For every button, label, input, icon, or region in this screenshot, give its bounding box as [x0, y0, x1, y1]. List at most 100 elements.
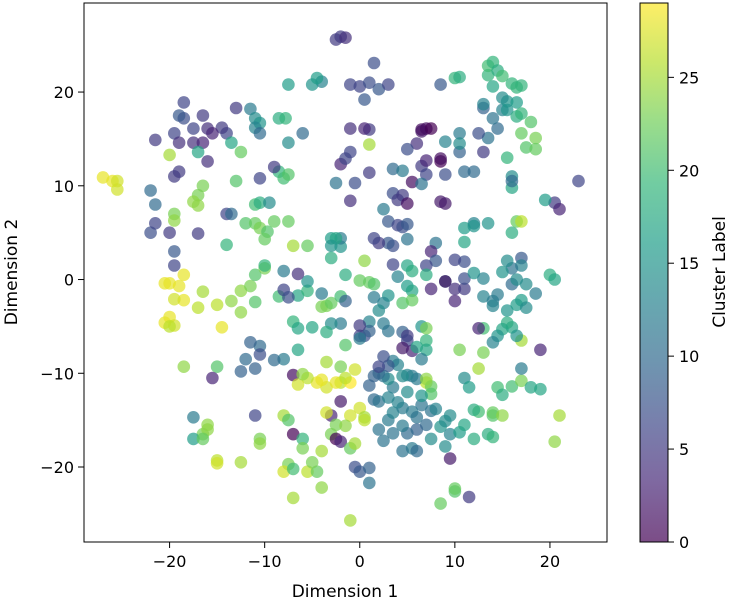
data-point — [225, 207, 238, 221]
data-point — [472, 127, 485, 140]
data-point — [443, 427, 457, 441]
data-point — [267, 160, 281, 174]
data-point — [462, 381, 476, 394]
data-point — [144, 184, 157, 197]
data-point — [196, 136, 210, 149]
data-point — [382, 236, 395, 250]
data-point — [282, 291, 295, 304]
data-point — [453, 127, 466, 140]
data-point — [344, 409, 357, 422]
data-point — [353, 465, 367, 479]
data-point — [467, 219, 481, 233]
data-point — [486, 430, 500, 444]
data-point — [467, 403, 481, 417]
data-point — [500, 103, 514, 117]
data-point — [353, 319, 367, 332]
colorbar-tick-label: 5 — [679, 440, 689, 459]
data-point — [477, 145, 490, 159]
data-point — [334, 435, 348, 449]
data-point — [282, 136, 295, 149]
data-point — [472, 362, 485, 375]
data-point — [206, 127, 219, 140]
data-point — [443, 409, 457, 422]
data-point — [372, 360, 386, 374]
data-point — [258, 232, 272, 246]
data-point — [363, 76, 376, 89]
data-point — [519, 277, 533, 291]
data-point — [315, 300, 329, 314]
data-point — [496, 409, 509, 422]
data-point — [458, 418, 471, 432]
data-point — [515, 79, 528, 92]
data-point — [286, 462, 300, 476]
data-point — [324, 296, 338, 310]
data-point — [191, 227, 205, 240]
data-point — [515, 215, 528, 228]
data-point — [291, 289, 305, 302]
x-tick-label: −10 — [248, 552, 282, 571]
data-point — [363, 379, 376, 392]
data-point — [529, 142, 542, 156]
data-point — [320, 406, 333, 419]
data-point — [377, 202, 390, 216]
data-point — [286, 368, 300, 382]
data-point — [434, 195, 447, 208]
data-point — [467, 266, 481, 280]
data-point — [415, 398, 428, 412]
data-point — [296, 442, 310, 455]
data-point — [415, 389, 428, 403]
data-point — [367, 277, 381, 291]
data-point — [424, 282, 438, 296]
data-point — [410, 411, 424, 424]
data-point — [496, 388, 509, 402]
data-point — [282, 78, 295, 91]
data-point — [420, 168, 433, 181]
data-point — [553, 409, 566, 422]
data-point — [401, 197, 414, 210]
data-point — [348, 176, 362, 190]
data-point — [163, 320, 176, 333]
data-point — [277, 264, 291, 278]
data-point — [491, 288, 504, 301]
data-point — [372, 304, 386, 317]
data-point — [267, 353, 281, 367]
data-point — [405, 284, 419, 298]
data-point — [339, 419, 352, 433]
data-point — [448, 482, 462, 495]
data-point — [163, 226, 176, 239]
data-point — [168, 214, 181, 227]
data-point — [229, 101, 243, 115]
data-point — [382, 215, 395, 228]
data-point — [534, 382, 547, 396]
data-point — [420, 259, 433, 272]
data-point — [572, 174, 585, 188]
data-point — [401, 217, 414, 231]
data-point — [196, 285, 210, 299]
data-point — [177, 96, 191, 109]
data-point — [149, 133, 162, 147]
colorbar-axis: 0 5 10 15 20 25 — [668, 68, 699, 552]
data-point — [310, 71, 324, 85]
data-point — [163, 277, 176, 290]
data-point — [424, 387, 438, 401]
data-point — [481, 68, 495, 82]
data-point — [377, 350, 390, 363]
data-point — [282, 168, 295, 181]
data-point — [282, 215, 295, 228]
data-point — [439, 440, 452, 453]
data-point — [363, 461, 376, 475]
data-point — [329, 418, 343, 432]
data-point — [529, 131, 542, 145]
data-point — [324, 251, 338, 265]
data-point — [420, 418, 433, 432]
data-point — [201, 155, 214, 168]
data-point — [172, 279, 186, 293]
data-point — [439, 135, 452, 148]
data-point — [382, 78, 395, 91]
data-point — [210, 457, 224, 470]
data-point — [510, 273, 523, 286]
data-point — [320, 355, 333, 369]
data-point — [477, 272, 490, 285]
data-point — [448, 253, 462, 267]
